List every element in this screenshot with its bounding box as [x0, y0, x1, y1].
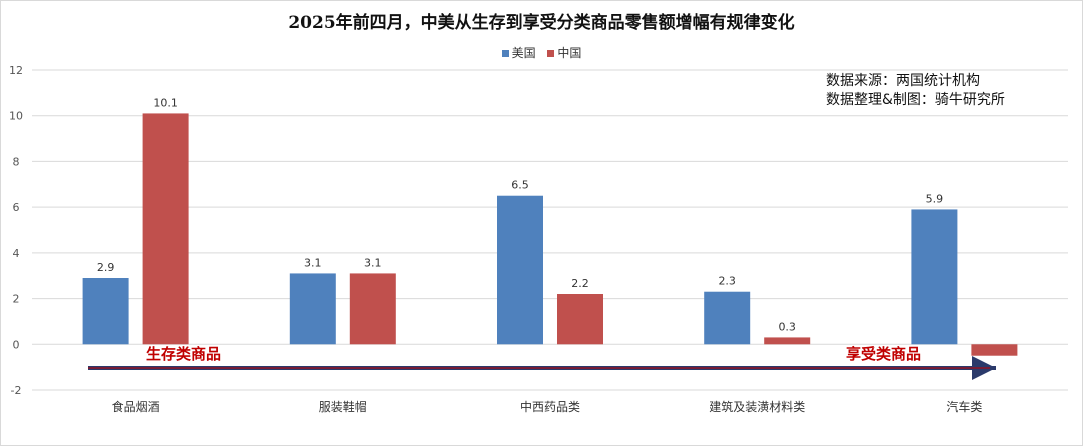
y-tick-label: 12 [9, 64, 23, 77]
chart-title: 2025年前四月，中美从生存到享受分类商品零售额增幅有规律变化 [288, 13, 795, 33]
bar-cn [764, 337, 811, 345]
chart-legend: 美国 中国 [0, 44, 1083, 61]
data-label: 2.9 [97, 261, 115, 274]
y-tick-label: 2 [13, 293, 20, 306]
x-tick-label: 中西药品类 [520, 399, 580, 414]
bar-cn [557, 294, 603, 345]
data-label: 5.9 [926, 192, 944, 205]
legend-item-cn: 中国 [547, 44, 581, 61]
y-tick-label: -2 [11, 384, 22, 397]
source-note-line1: 数据来源：两国统计机构 [826, 73, 980, 89]
data-label: 6.5 [511, 179, 529, 192]
legend-swatch-cn [547, 50, 555, 57]
annotation-enjoyment: 享受类商品 [846, 345, 921, 363]
bar-cn [142, 113, 189, 345]
data-label: 3.1 [364, 256, 382, 269]
legend-item-us: 美国 [501, 44, 536, 61]
source-note-line2: 数据整理&制图：骑牛研究所 [826, 92, 1005, 108]
data-label: 2.2 [571, 277, 589, 290]
x-tick-label: 食品烟酒 [112, 399, 160, 414]
bar-us [497, 195, 543, 345]
bar-cn [349, 273, 396, 345]
bar-us [82, 278, 129, 345]
annotation-survival: 生存类商品 [146, 345, 221, 363]
data-label: 2.3 [718, 275, 736, 288]
y-tick-label: 4 [13, 247, 20, 260]
source-note: 数据来源：两国统计机构 数据整理&制图：骑牛研究所 [826, 72, 1005, 110]
bar-us [704, 291, 751, 345]
legend-swatch-us [501, 50, 509, 57]
y-tick-label: 0 [13, 338, 20, 351]
legend-label-us: 美国 [511, 46, 536, 60]
y-tick-label: 6 [13, 201, 20, 214]
x-tick-label: 建筑及装潢材料类 [709, 399, 805, 414]
data-label: 10.1 [153, 96, 178, 109]
bar-us [911, 209, 958, 345]
data-label: 3.1 [304, 256, 322, 269]
legend-label-cn: 中国 [557, 46, 582, 60]
y-tick-label: 10 [9, 110, 23, 123]
bar-us [289, 273, 336, 345]
bar-cn [971, 344, 1018, 356]
x-tick-label: 汽车类 [946, 399, 982, 414]
data-label: 0.3 [778, 320, 796, 333]
y-tick-label: 8 [13, 155, 20, 168]
x-tick-label: 服装鞋帽 [319, 399, 367, 414]
